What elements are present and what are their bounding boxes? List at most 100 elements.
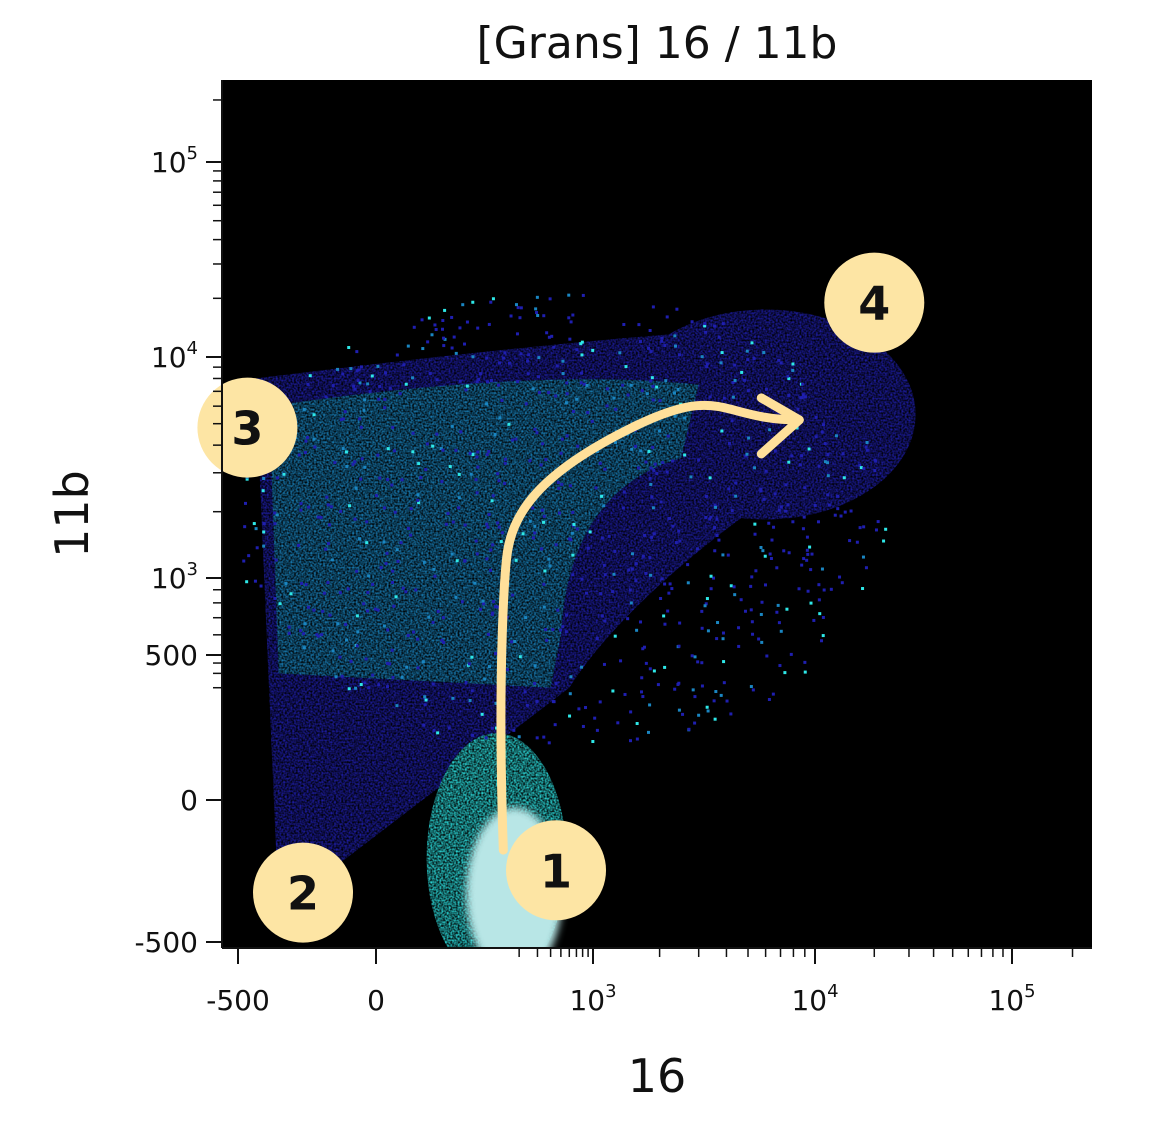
event-dot	[353, 517, 357, 521]
event-dot	[791, 362, 795, 366]
event-dot	[347, 346, 351, 350]
event-dot	[700, 626, 704, 630]
event-dot	[533, 427, 537, 431]
event-dot	[648, 476, 652, 480]
event-dot	[489, 548, 493, 552]
event-dot	[551, 628, 555, 632]
event-dot	[769, 556, 773, 560]
event-dot	[768, 428, 772, 432]
event-dot	[575, 348, 579, 352]
event-dot	[379, 566, 383, 570]
event-dot	[787, 551, 791, 555]
event-dot	[451, 696, 455, 700]
event-dot	[312, 437, 316, 441]
event-dot	[862, 466, 866, 470]
event-dot	[555, 364, 559, 368]
event-dot	[391, 569, 395, 573]
event-dot	[346, 587, 350, 591]
event-dot	[344, 638, 348, 642]
event-dot	[356, 368, 360, 372]
event-dot	[678, 539, 682, 543]
event-dot	[639, 449, 643, 453]
event-dot	[817, 598, 821, 602]
event-dot	[640, 690, 644, 694]
event-dot	[884, 527, 888, 531]
event-dot	[242, 559, 246, 563]
event-dot	[644, 460, 648, 464]
event-dot	[373, 607, 377, 611]
event-dot	[683, 453, 687, 457]
event-dot	[503, 457, 507, 461]
event-dot	[568, 692, 572, 696]
event-dot	[602, 662, 606, 666]
event-dot	[474, 478, 478, 482]
event-dot	[365, 609, 369, 613]
event-dot	[733, 593, 737, 597]
event-dot	[746, 358, 750, 362]
event-dot	[777, 621, 781, 625]
event-dot	[441, 448, 445, 452]
event-dot	[494, 652, 498, 656]
event-dot	[842, 476, 846, 480]
event-dot	[643, 533, 647, 537]
event-dot	[491, 543, 495, 547]
event-dot	[629, 710, 633, 714]
event-dot	[693, 655, 697, 659]
event-dot	[725, 699, 729, 703]
event-dot	[813, 503, 817, 507]
event-dot	[873, 469, 877, 473]
population-marker-2: 2	[253, 842, 354, 943]
event-dot	[388, 386, 392, 390]
event-dot	[303, 451, 307, 455]
y-tick-label: 104	[151, 338, 198, 374]
event-dot	[427, 615, 431, 619]
event-dot	[579, 342, 583, 346]
event-dot	[767, 697, 771, 701]
event-dot	[676, 387, 680, 391]
event-dot	[340, 674, 344, 678]
event-dot	[412, 325, 416, 329]
event-dot	[245, 477, 249, 481]
event-dot	[297, 543, 301, 547]
event-dot	[382, 624, 386, 628]
event-dot	[619, 659, 623, 663]
event-dot	[367, 686, 371, 690]
event-dot	[653, 462, 657, 466]
event-dot	[383, 406, 387, 410]
marker-label: 4	[858, 277, 890, 331]
y-tick-label: 103	[151, 559, 198, 595]
event-dot	[542, 520, 546, 524]
event-dot	[316, 634, 320, 638]
event-dot	[801, 382, 805, 386]
event-dot	[385, 661, 389, 665]
event-dot	[406, 634, 410, 638]
event-dot	[677, 353, 681, 357]
event-dot	[329, 505, 333, 509]
event-dot	[652, 669, 656, 673]
event-dot	[448, 465, 452, 469]
event-dot	[585, 383, 589, 387]
event-dot	[791, 520, 795, 524]
event-dot	[629, 739, 633, 743]
event-dot	[575, 527, 579, 531]
event-dot	[417, 501, 421, 505]
event-dot	[767, 521, 771, 525]
x-tick-label: 104	[791, 981, 838, 1017]
event-dot	[805, 558, 809, 562]
event-dot	[673, 334, 677, 338]
event-dot	[666, 609, 670, 613]
event-dot	[400, 675, 404, 679]
event-dot	[454, 595, 458, 599]
event-dot	[487, 513, 491, 517]
event-dot	[729, 712, 733, 716]
event-dot	[431, 444, 435, 448]
event-dot	[528, 459, 532, 463]
event-dot	[364, 657, 368, 661]
event-dot	[690, 320, 694, 324]
event-dot	[376, 453, 380, 457]
event-dot	[651, 445, 655, 449]
event-dot	[434, 328, 438, 332]
event-dot	[580, 665, 584, 669]
event-dot	[465, 384, 469, 388]
event-dot	[649, 379, 653, 383]
